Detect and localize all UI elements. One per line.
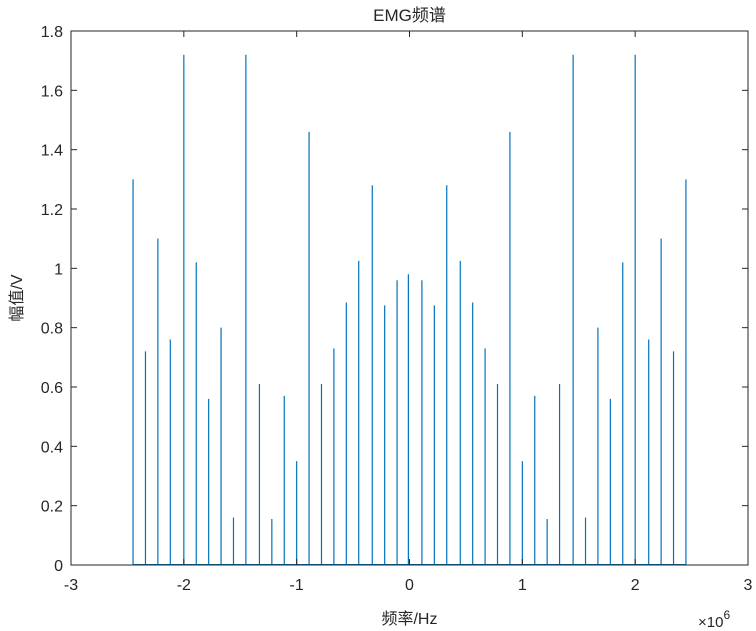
y-tick-label: 0.8	[41, 321, 63, 338]
y-tick-label: 0.4	[41, 439, 63, 456]
y-tick-label: 1	[54, 261, 63, 278]
x-axis-label: 频率/Hz	[381, 610, 437, 628]
plot-area	[71, 31, 748, 565]
chart-title: EMG频谱	[373, 6, 446, 25]
y-axis-label: 幅值/V	[8, 274, 26, 321]
y-tick-label: 1.4	[41, 143, 63, 160]
x-exponent-base: ×10	[698, 614, 723, 631]
x-axis-ticks: -3 -2 -1 0 1 2 3	[64, 31, 753, 594]
x-axis-exponent: ×106	[698, 608, 730, 631]
y-tick-label: 0.2	[41, 499, 63, 516]
x-tick-label: 1	[518, 577, 527, 594]
y-tick-label: 1.8	[41, 24, 63, 41]
y-tick-label: 0.6	[41, 380, 63, 397]
x-tick-label: -1	[290, 577, 304, 594]
x-tick-label: -2	[177, 577, 191, 594]
y-tick-label: 0	[54, 558, 63, 575]
x-tick-label: -3	[64, 577, 78, 594]
y-axis-ticks: 0 0.2 0.4 0.6 0.8 1 1.2 1.4 1.6 1.8	[41, 24, 748, 575]
x-tick-label: 3	[744, 577, 753, 594]
x-exponent-power: 6	[723, 608, 730, 622]
x-tick-label: 2	[631, 577, 640, 594]
y-tick-label: 1.2	[41, 202, 63, 219]
y-tick-label: 1.6	[41, 83, 63, 100]
spectrum-lines	[132, 54, 687, 565]
x-tick-label: 0	[405, 577, 414, 594]
